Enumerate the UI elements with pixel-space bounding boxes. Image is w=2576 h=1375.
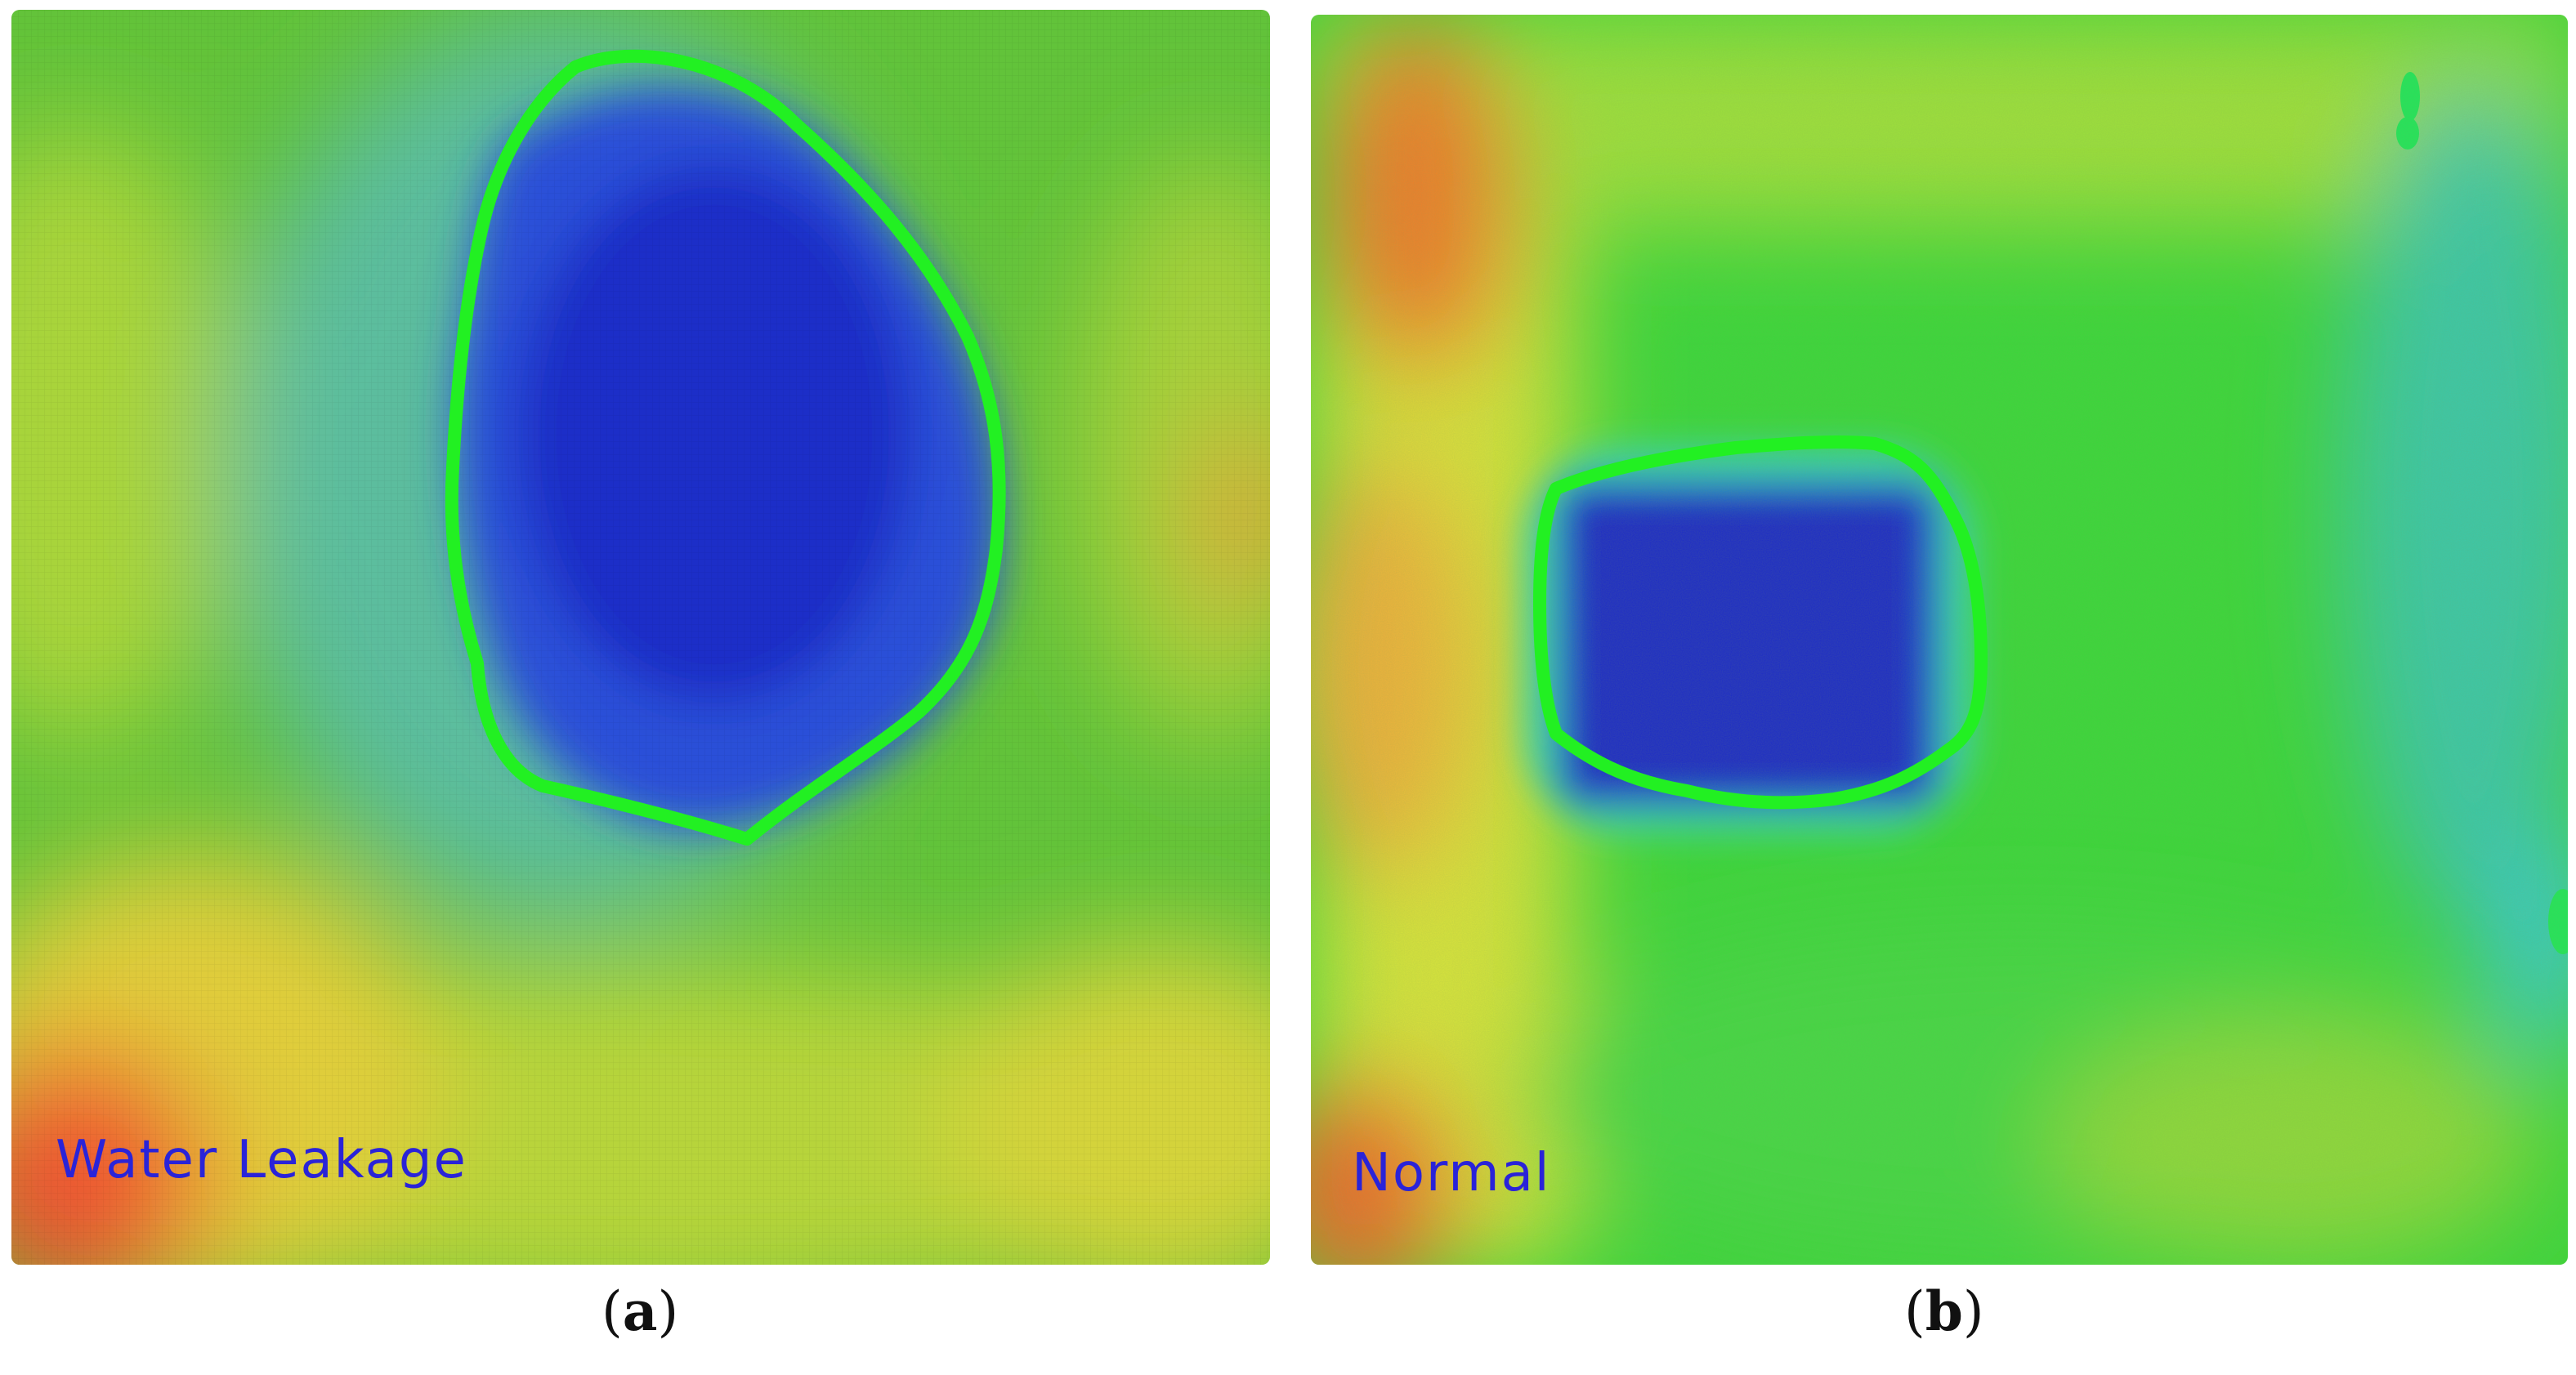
thermal-heatmap-a [11, 10, 1270, 1265]
thermal-image-water-leakage: Water Leakage [11, 10, 1270, 1265]
caption-letter-b: b [1925, 1279, 1963, 1343]
contour-b [1533, 435, 1988, 810]
overlay-label-normal: Normal [1352, 1143, 1551, 1203]
leak-contour-a [445, 49, 1006, 846]
thermal-image-normal: Normal [1311, 15, 2568, 1265]
overlay-label-water-leakage: Water Leakage [56, 1130, 467, 1190]
thermal-heatmap-b [1311, 15, 2568, 1265]
caption-b: (b) [1904, 1279, 1984, 1343]
caption-letter-a: a [622, 1279, 658, 1343]
caption-a: (a) [602, 1279, 679, 1343]
